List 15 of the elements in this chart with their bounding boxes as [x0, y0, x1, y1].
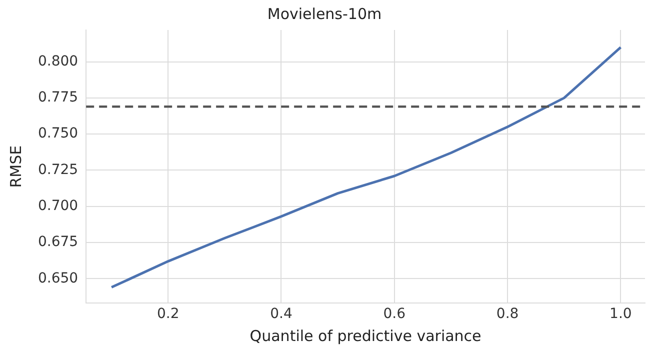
y-tick-label: 0.700: [38, 198, 78, 214]
x-axis-title: Quantile of predictive variance: [250, 326, 482, 345]
x-tick-label: 0.6: [383, 306, 406, 322]
chart-title: Movielens-10m: [267, 4, 382, 23]
x-tick-label: 0.4: [270, 306, 292, 322]
y-tick-label: 0.725: [38, 162, 78, 178]
x-tick-label: 1.0: [610, 306, 632, 322]
y-tick-label: 0.675: [38, 234, 78, 250]
y-tick-label: 0.750: [38, 126, 78, 142]
y-tick-label: 0.650: [38, 270, 78, 286]
y-tick-label: 0.775: [38, 90, 78, 106]
x-tick-label: 0.8: [496, 306, 519, 322]
y-axis-title: RMSE: [6, 145, 25, 188]
y-tick-label: 0.800: [38, 53, 78, 70]
x-tick-label: 0.2: [156, 306, 180, 322]
